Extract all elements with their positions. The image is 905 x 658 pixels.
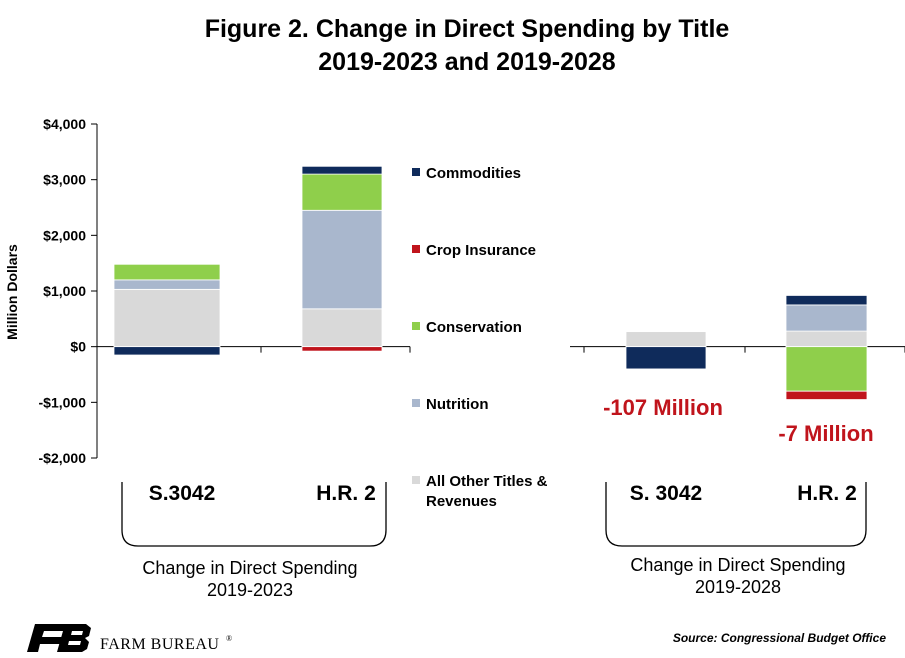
y-tick-label: $0	[70, 339, 86, 355]
group-label-line2: 2019-2023	[207, 580, 293, 600]
group-label-line1: Change in Direct Spending	[142, 558, 357, 578]
y-tick-label: $1,000	[43, 283, 86, 299]
group-braces	[121, 482, 867, 547]
legend-label-line2: Revenues	[426, 493, 497, 510]
bar-segment-conservation	[301, 173, 383, 211]
legend-square-marker	[412, 322, 420, 330]
bar-annotation: -107 Million	[603, 395, 723, 420]
legend-square-marker	[412, 399, 420, 407]
y-tick-label: $2,000	[43, 227, 86, 243]
legend-label: Nutrition	[426, 396, 488, 413]
bar-segment-commodities	[113, 346, 221, 356]
bar-segment-all-other-titles-revenues	[625, 331, 707, 348]
bar-segment-commodities	[785, 295, 868, 306]
category-label: S. 3042	[630, 482, 702, 505]
legend-label: Crop Insurance	[426, 242, 536, 259]
y-axis-label: Million Dollars	[4, 244, 20, 340]
legend: Commodities Crop Insurance Conservation Nut…	[412, 165, 548, 510]
group-label-line2: 2019-2028	[695, 577, 781, 597]
group-label-line1: Change in Direct Spending	[630, 555, 845, 575]
bar-segment-commodities	[625, 346, 707, 370]
bar-segment-conservation	[785, 346, 868, 392]
bar-segment-nutrition	[301, 209, 383, 310]
bar-segment-all-other-titles-revenues	[113, 288, 221, 348]
category-label: S.3042	[149, 482, 216, 505]
chart-subtitle: 2019-2023 and 2019-2028	[318, 48, 616, 76]
legend-label: Conservation	[426, 319, 522, 336]
group-brace	[605, 482, 867, 547]
legend-square-marker	[412, 476, 420, 484]
bars	[113, 165, 868, 400]
category-label: H.R. 2	[797, 482, 857, 505]
bar-segment-all-other-titles-revenues	[301, 308, 383, 348]
category-labels: S.3042 H.R. 2 S. 3042 H.R. 2	[149, 482, 857, 505]
bar-segment-nutrition	[785, 304, 868, 332]
source-note: Source: Congressional Budget Office	[673, 631, 886, 645]
bar-annotation: -7 Million	[778, 421, 873, 446]
bar-segment-conservation	[113, 263, 221, 281]
brand-name: FARM BUREAU	[100, 636, 219, 653]
y-tick-label: $4,000	[43, 116, 86, 132]
bar-segment-crop-insurance	[785, 390, 868, 400]
group-brace	[121, 482, 387, 547]
bar-segment-all-other-titles-revenues	[785, 330, 868, 348]
annotations: -107 Million -7 Million	[603, 395, 874, 446]
group-labels: Change in Direct Spending2019-2023Change…	[142, 555, 845, 600]
legend-square-marker	[412, 245, 420, 253]
y-tick-label: -$1,000	[39, 394, 87, 410]
farm-bureau-logo: FARM BUREAU ®	[27, 624, 232, 653]
legend-label: Commodities	[426, 165, 521, 182]
legend-label: All Other Titles &	[426, 473, 548, 490]
y-tick-label: $3,000	[43, 172, 86, 188]
chart-title: Figure 2. Change in Direct Spending by T…	[205, 15, 730, 43]
category-label: H.R. 2	[316, 482, 376, 505]
y-tick-label: -$2,000	[39, 450, 87, 466]
fb-logo-mark	[27, 624, 91, 652]
legend-square-marker	[412, 168, 420, 176]
y-ticks: $4,000 $3,000 $2,000 $1,000 $0 -$1,000 -$2,000	[39, 116, 97, 466]
bar-segment-crop-insurance	[301, 346, 383, 352]
brand-registered-mark: ®	[226, 634, 232, 643]
bar-segment-nutrition	[113, 279, 221, 290]
bar-segment-commodities	[301, 165, 383, 175]
